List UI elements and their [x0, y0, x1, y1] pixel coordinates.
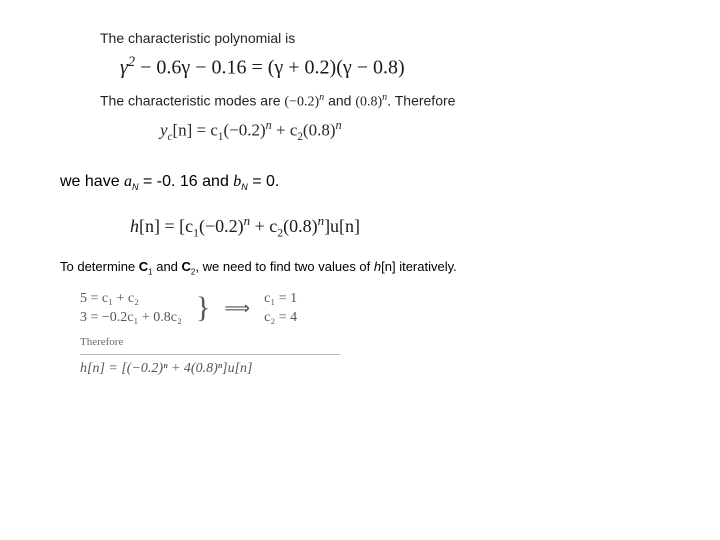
equation-yc: yc[n] = c1(−0.2)n + c2(0.8)n	[160, 118, 680, 143]
det-and: and	[153, 259, 182, 274]
divider-line	[80, 354, 340, 355]
yc-y: y	[160, 121, 168, 140]
yc-exp2: n	[336, 118, 342, 132]
mode1-base: (−0.2)	[284, 94, 319, 109]
sys-r1: c₁ = 1	[264, 291, 297, 307]
therefore-label: Therefore	[80, 336, 680, 348]
yc-n: [n] = c	[172, 121, 217, 140]
final-system-block: 5 = c₁ + c₂ 3 = −0.2c₁ + 0.8c₂ } ⟹ c₁ = …	[80, 291, 680, 377]
exp-2: 2	[128, 54, 135, 70]
wehave-c: = 0.	[248, 173, 280, 190]
modes-text-b: . Therefore	[387, 92, 455, 108]
brace-icon: }	[196, 293, 210, 323]
modes-and: and	[324, 92, 355, 108]
hn-p2: (0.8)	[283, 216, 318, 236]
intro-modes: The characteristic modes are (−0.2)n and…	[100, 92, 680, 111]
hn-h: h	[130, 216, 139, 236]
sys-right: c₁ = 1 c₂ = 4	[264, 291, 297, 326]
intro-polynomial: The characteristic polynomial is	[100, 30, 680, 46]
C2: C	[182, 259, 191, 274]
equation-hn: h[n] = [c1(−0.2)n + c2(0.8)n]u[n]	[130, 213, 680, 240]
implies-arrow-icon: ⟹	[224, 298, 250, 319]
det-a: To determine	[60, 259, 139, 274]
det-c: [n] iteratively.	[381, 259, 457, 274]
yc-plus: + c	[272, 121, 298, 140]
text-determine: To determine C1 and C2, we need to find …	[60, 259, 680, 277]
C1: C	[139, 259, 148, 274]
wehave-a: we have	[60, 173, 124, 190]
modes-text-a: The characteristic modes are	[100, 92, 284, 108]
hn-n: [n] = [c	[139, 216, 193, 236]
wehave-b: = -0. 16 and	[139, 173, 234, 190]
text-we-have: we have aN = -0. 16 and bN = 0.	[60, 173, 680, 192]
hn-u: ]u[n]	[324, 216, 360, 236]
gamma-sym: γ	[120, 57, 128, 79]
sys-l1: 5 = c₁ + c₂	[80, 291, 182, 307]
det-b: we need to find two values of	[199, 259, 374, 274]
yc-p1: (−0.2)	[223, 121, 265, 140]
sys-l2: 3 = −0.2c₁ + 0.8c₂	[80, 310, 182, 326]
equation-system: 5 = c₁ + c₂ 3 = −0.2c₁ + 0.8c₂ } ⟹ c₁ = …	[80, 291, 680, 326]
eq1-rest: − 0.6γ − 0.16 = (γ + 0.2)(γ − 0.8)	[135, 57, 405, 79]
mode2-base: (0.8)	[355, 94, 382, 109]
eq5-text: h[n] = [(−0.2)ⁿ + 4(0.8)ⁿ]u[n]	[80, 361, 253, 376]
sys-r2: c₂ = 4	[264, 310, 297, 326]
hn-p1: (−0.2)	[199, 216, 244, 236]
yc-p2: (0.8)	[303, 121, 336, 140]
var-aN: a	[124, 173, 132, 190]
equation-final-hn: h[n] = [(−0.2)ⁿ + 4(0.8)ⁿ]u[n]	[80, 361, 680, 377]
equation-characteristic-polynomial: γ2 − 0.6γ − 0.16 = (γ + 0.2)(γ − 0.8)	[120, 54, 680, 80]
sys-left: 5 = c₁ + c₂ 3 = −0.2c₁ + 0.8c₂	[80, 291, 182, 326]
hn-plus: + c	[250, 216, 277, 236]
